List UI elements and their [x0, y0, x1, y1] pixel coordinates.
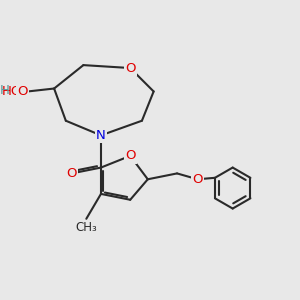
- Text: O: O: [192, 173, 203, 186]
- Text: O: O: [125, 149, 136, 162]
- Text: O: O: [125, 61, 136, 74]
- Text: O: O: [17, 85, 28, 98]
- Text: N: N: [96, 129, 106, 142]
- Text: H: H: [0, 84, 10, 98]
- Text: O: O: [66, 167, 77, 180]
- Text: HO: HO: [2, 85, 22, 98]
- Text: CH₃: CH₃: [75, 221, 97, 234]
